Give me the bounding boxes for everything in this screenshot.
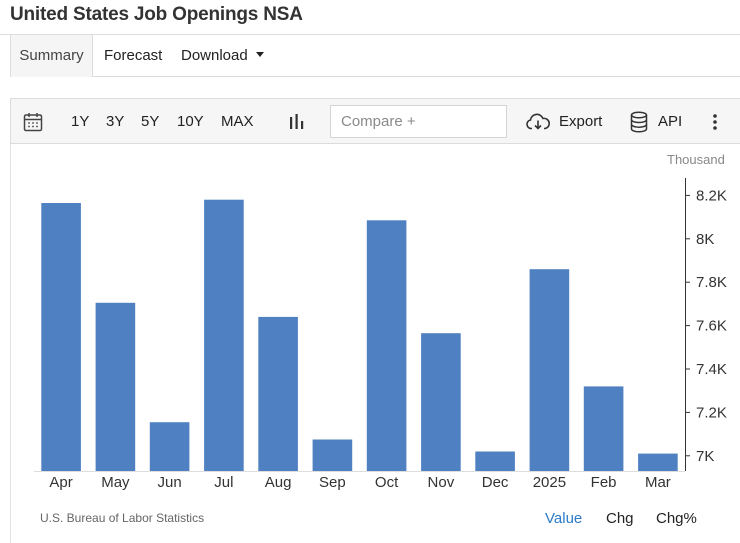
tab-download[interactable]: Download	[181, 35, 264, 77]
y-tick-label: 7.6K	[696, 318, 727, 335]
bar-chart-icon[interactable]	[288, 113, 306, 131]
x-tick-label: May	[101, 474, 130, 491]
title-divider	[0, 34, 740, 35]
bar-apr[interactable]	[41, 203, 81, 471]
unit-label: Thousand	[667, 152, 725, 167]
tab-bar: Summary Forecast Download	[0, 35, 740, 77]
x-tick-label: Apr	[49, 474, 72, 491]
x-tick-label: Oct	[375, 474, 399, 491]
x-tick-label: Mar	[645, 474, 671, 491]
bar-jul[interactable]	[204, 199, 244, 471]
bar-feb[interactable]	[583, 386, 624, 471]
bar-mar[interactable]	[638, 453, 678, 471]
x-tick-label: Dec	[482, 474, 509, 491]
y-tick-label: 7.8K	[696, 274, 727, 291]
y-tick-label: 8.2K	[696, 187, 727, 204]
x-tick-label: Aug	[265, 474, 292, 491]
api-button[interactable]: API	[658, 113, 683, 130]
page-title: United States Job Openings NSA	[10, 4, 303, 25]
calendar-icon[interactable]	[23, 112, 43, 132]
bar-2025[interactable]	[529, 269, 570, 471]
range-10y-button[interactable]: 10Y	[177, 113, 204, 130]
bar-jun[interactable]	[149, 422, 190, 471]
cloud-download-icon[interactable]	[525, 112, 551, 132]
x-tick-label: Feb	[591, 474, 617, 491]
more-vertical-icon[interactable]	[712, 113, 718, 131]
tab-download-label: Download	[181, 47, 248, 64]
range-3y-button[interactable]: 3Y	[106, 113, 125, 130]
export-button[interactable]: Export	[559, 113, 603, 130]
view-tab-chg[interactable]: Chg	[606, 510, 634, 527]
tab-divider	[92, 76, 740, 77]
y-tick-label: 7.2K	[696, 404, 727, 421]
caret-down-icon	[255, 51, 264, 57]
x-tick-label: Jun	[158, 474, 182, 491]
x-tick-label: Sep	[319, 474, 346, 491]
y-tick-label: 8K	[696, 231, 714, 248]
bar-aug[interactable]	[258, 316, 298, 471]
x-tick-label: Nov	[428, 474, 455, 491]
plot-area	[34, 178, 685, 471]
range-1y-button[interactable]: 1Y	[71, 113, 90, 130]
bar-oct[interactable]	[366, 220, 407, 471]
x-tick-label: 2025	[533, 474, 566, 491]
view-tab-value[interactable]: Value	[545, 510, 583, 527]
y-tick-label: 7.4K	[696, 361, 727, 378]
bar-nov[interactable]	[421, 333, 461, 471]
source-label: U.S. Bureau of Labor Statistics	[40, 511, 205, 525]
chart-toolbar: 1Y 3Y 5Y 10Y MAX Export API	[10, 98, 740, 144]
tab-forecast[interactable]: Forecast	[104, 47, 163, 64]
bar-dec[interactable]	[475, 451, 515, 472]
database-icon[interactable]	[630, 111, 648, 133]
view-tab-chg-percent[interactable]: Chg%	[656, 510, 697, 527]
range-max-button[interactable]: MAX	[221, 113, 254, 130]
bar-sep[interactable]	[312, 439, 353, 472]
tab-summary[interactable]: Summary	[10, 35, 93, 77]
bar-may[interactable]	[95, 302, 136, 471]
y-tick-label: 7K	[696, 448, 714, 465]
compare-input[interactable]	[330, 105, 507, 138]
range-5y-button[interactable]: 5Y	[141, 113, 160, 130]
x-tick-label: Jul	[214, 474, 233, 491]
